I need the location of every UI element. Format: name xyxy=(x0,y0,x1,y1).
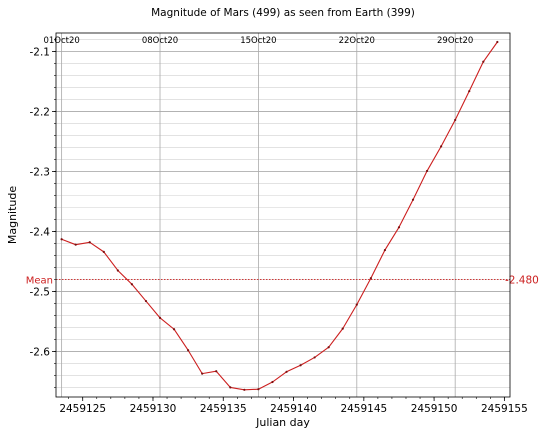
y-axis: -2.1 -2.2 -2.3 -2.4 -2.5 -2.6 xyxy=(30,39,56,388)
grid xyxy=(56,33,510,397)
date-tick-label: 08Oct20 xyxy=(142,36,178,46)
y-tick-label: -2.4 xyxy=(30,226,51,238)
data-point xyxy=(468,90,471,93)
data-point xyxy=(383,248,387,252)
x-tick-label: 2459130 xyxy=(130,403,177,415)
x-axis-label: Julian day xyxy=(255,416,310,429)
mean-label: Mean xyxy=(26,275,53,286)
data-point xyxy=(271,380,274,384)
y-tick-label: -2.2 xyxy=(30,107,51,119)
date-tick-label: 15Oct20 xyxy=(240,36,276,46)
data-point xyxy=(482,60,485,63)
data-point xyxy=(74,243,77,246)
x-tick-label: 2459125 xyxy=(59,403,106,415)
data-point xyxy=(229,386,232,389)
y-tick-label: -2.5 xyxy=(30,286,51,298)
mean-line-group: Mean -2.480 xyxy=(26,274,539,286)
series-group xyxy=(60,40,499,391)
date-tick-label: 29Oct20 xyxy=(437,36,473,46)
data-point xyxy=(158,316,162,319)
series-line xyxy=(61,41,498,391)
x-tick-label: 2459150 xyxy=(411,403,458,415)
data-point xyxy=(116,269,119,272)
y-axis-label: Magnitude xyxy=(6,186,19,245)
date-axis: 01Oct20 08Oct20 15Oct20 22Oct20 29Oct20 xyxy=(43,36,473,46)
y-tick-label: -2.6 xyxy=(30,346,51,358)
chart-title: Magnitude of Mars (499) as seen from Ear… xyxy=(151,7,415,19)
data-point xyxy=(187,349,190,352)
data-point xyxy=(411,198,415,201)
date-tick-label: 22Oct20 xyxy=(339,36,375,46)
data-point xyxy=(215,370,218,373)
data-point xyxy=(60,238,63,241)
data-point xyxy=(440,145,443,148)
data-point xyxy=(130,283,134,286)
data-point xyxy=(257,388,260,391)
data-point xyxy=(88,241,91,244)
data-point xyxy=(454,118,457,122)
plot-frame xyxy=(55,32,511,398)
x-tick-label: 2459135 xyxy=(200,403,247,415)
data-point xyxy=(341,327,344,330)
data-point xyxy=(313,356,316,359)
data-point xyxy=(285,370,288,373)
data-point xyxy=(496,40,499,44)
data-point xyxy=(327,346,330,349)
data-point xyxy=(355,303,358,306)
data-point xyxy=(201,372,204,375)
data-point xyxy=(172,328,176,331)
data-point xyxy=(425,169,429,173)
date-tick-label: 01Oct20 xyxy=(43,36,79,46)
data-point xyxy=(397,226,401,229)
y-tick-label: -2.1 xyxy=(30,47,51,59)
y-tick-label: -2.3 xyxy=(30,167,51,179)
data-point xyxy=(299,364,302,367)
data-point xyxy=(243,388,246,391)
data-point xyxy=(102,250,105,253)
data-point xyxy=(369,277,372,280)
mean-value-label: -2.480 xyxy=(505,274,539,286)
data-point xyxy=(144,299,148,303)
x-tick-label: 2459140 xyxy=(270,403,317,415)
x-tick-label: 2459145 xyxy=(340,403,387,415)
x-tick-label: 2459155 xyxy=(481,403,528,415)
x-axis: 2459125 2459130 2459135 2459140 2459145 24591… xyxy=(59,397,528,415)
